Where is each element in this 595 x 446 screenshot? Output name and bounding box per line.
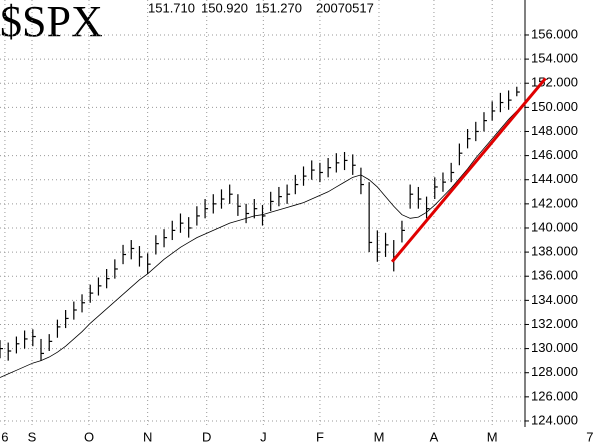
y-tick-label: 150.000 bbox=[531, 99, 578, 114]
quote-close: 151.270 bbox=[255, 0, 302, 15]
y-tick-label: 128.000 bbox=[531, 364, 578, 379]
x-tick-label: S bbox=[28, 429, 37, 444]
x-tick-label: N bbox=[143, 429, 152, 444]
y-tick-label: 136.000 bbox=[531, 268, 578, 283]
y-tick-label: 132.000 bbox=[531, 316, 578, 331]
y-tick-label: 124.000 bbox=[531, 412, 578, 427]
x-tick-label: M bbox=[374, 429, 385, 444]
y-tick-label: 126.000 bbox=[531, 388, 578, 403]
x-tick-label: J bbox=[260, 429, 267, 444]
y-tick-label: 144.000 bbox=[531, 171, 578, 186]
chart-title: $SPX bbox=[0, 0, 103, 46]
quote-date: 20070517 bbox=[316, 0, 374, 15]
y-tick-label: 138.000 bbox=[531, 244, 578, 259]
y-tick-label: 154.000 bbox=[531, 51, 578, 66]
y-tick-label: 130.000 bbox=[531, 340, 578, 355]
moving-average bbox=[0, 110, 518, 378]
x-tick-label: D bbox=[202, 429, 211, 444]
y-tick-label: 156.000 bbox=[531, 26, 578, 41]
quote-high: 151.710 bbox=[148, 0, 195, 15]
y-tick-label: 134.000 bbox=[531, 292, 578, 307]
x-tick-label: M bbox=[487, 429, 498, 444]
y-tick-label: 140.000 bbox=[531, 219, 578, 234]
y-tick-label: 152.000 bbox=[531, 75, 578, 90]
quote-low: 150.920 bbox=[201, 0, 248, 15]
x-tick-label: A bbox=[430, 429, 439, 444]
x-tick-label: F bbox=[316, 429, 324, 444]
x-tick-label: O bbox=[84, 429, 94, 444]
x-tick-label: 6 bbox=[1, 429, 8, 444]
y-tick-label: 146.000 bbox=[531, 147, 578, 162]
y-tick-label: 142.000 bbox=[531, 195, 578, 210]
x-tick-label: 7 bbox=[586, 429, 593, 444]
trendline bbox=[390, 77, 547, 263]
y-tick-label: 148.000 bbox=[531, 123, 578, 138]
